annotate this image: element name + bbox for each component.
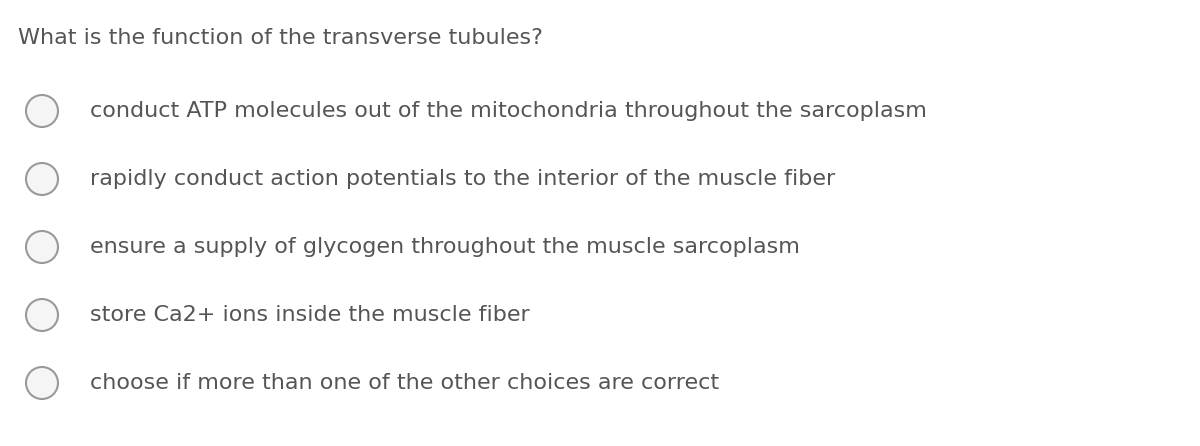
Circle shape: [26, 299, 58, 331]
Text: What is the function of the transverse tubules?: What is the function of the transverse t…: [18, 28, 542, 48]
Text: conduct ATP molecules out of the mitochondria throughout the sarcoplasm: conduct ATP molecules out of the mitocho…: [90, 101, 926, 121]
Circle shape: [26, 163, 58, 195]
Circle shape: [26, 231, 58, 263]
Text: choose if more than one of the other choices are correct: choose if more than one of the other cho…: [90, 373, 719, 393]
Circle shape: [26, 95, 58, 127]
Circle shape: [26, 367, 58, 399]
Text: store Ca2+ ions inside the muscle fiber: store Ca2+ ions inside the muscle fiber: [90, 305, 529, 325]
Text: ensure a supply of glycogen throughout the muscle sarcoplasm: ensure a supply of glycogen throughout t…: [90, 237, 800, 257]
Text: rapidly conduct action potentials to the interior of the muscle fiber: rapidly conduct action potentials to the…: [90, 169, 835, 189]
